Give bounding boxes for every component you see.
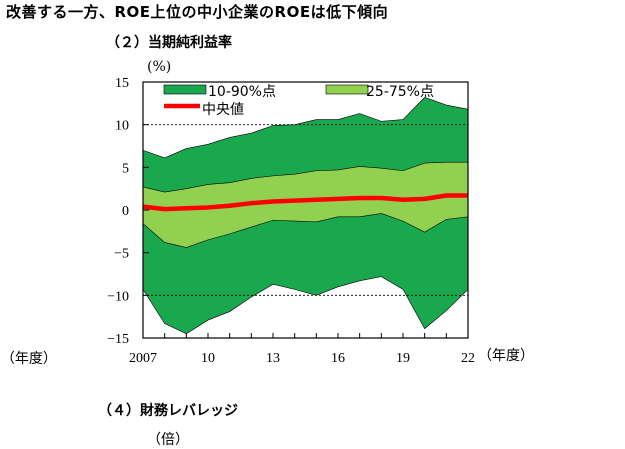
y-tick-label-5: −10: [107, 289, 129, 304]
x-tick-label-3: 16: [331, 351, 345, 366]
x-tick-label-2: 13: [266, 351, 280, 366]
y-tick-label-4: −5: [114, 247, 129, 262]
legend-label-1: 25-75%点: [366, 84, 434, 100]
y-tick-label-6: −15: [107, 332, 129, 347]
x-tick-label-1: 10: [201, 351, 215, 366]
legend-swatch-1: [325, 84, 369, 95]
legend-label-0: 10-90%点: [208, 84, 276, 100]
y-axis-unit: (%): [147, 59, 172, 75]
legend-swatch-0: [163, 84, 207, 95]
left-panel-xlabel-fragment: 2（年度）: [0, 351, 57, 367]
next-panel-title: （４）財務レバレッジ: [98, 403, 238, 419]
lines-layer: [142, 124, 468, 296]
y-tick-label-1: 10: [115, 119, 129, 134]
y-tick-label-3: 0: [122, 204, 129, 219]
headline: 改善する一方、ROE上位の中小企業のROEは低下傾向: [6, 3, 389, 21]
legend-label-2: 中央値: [202, 102, 244, 118]
y-tick-label-0: 15: [115, 76, 129, 91]
x-tick-label-4: 19: [396, 351, 410, 366]
x-tick-label-5: 22: [461, 351, 475, 366]
bands-layer: [142, 97, 469, 335]
median-line-series-2: [142, 193, 468, 212]
y-tick-label-2: 5: [122, 161, 129, 176]
panel-title: （２）当期純利益率: [106, 35, 232, 51]
x-tick-label-0: 2007: [129, 351, 157, 366]
x-axis-label: （年度）: [478, 348, 534, 364]
